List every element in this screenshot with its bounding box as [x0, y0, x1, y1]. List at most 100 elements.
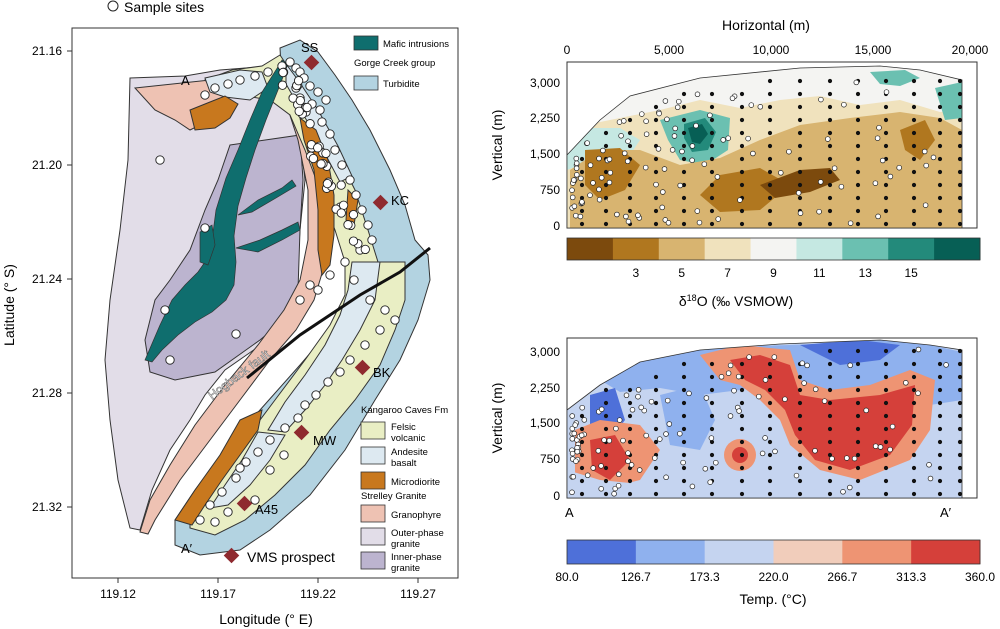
vms-legend-icon	[223, 547, 240, 564]
model-node	[739, 104, 745, 110]
sample-point	[570, 474, 577, 480]
model-node	[603, 182, 609, 188]
oxygen-y-tick: 0	[553, 219, 560, 233]
sample-site-marker	[317, 117, 327, 127]
model-node	[627, 426, 633, 432]
oxygen-y-tick: 2,250	[530, 111, 560, 125]
sample-site-marker	[315, 105, 325, 115]
model-node	[579, 452, 585, 458]
sample-point	[569, 425, 576, 432]
model-node	[883, 348, 889, 354]
model-node	[709, 182, 715, 188]
sample-point	[708, 435, 715, 441]
colorbar-tick-label: 5	[678, 266, 685, 280]
sample-site-marker	[313, 87, 323, 97]
legend-label-outer-1: Outer-phase	[391, 528, 444, 539]
legend-swatch-microdiorite	[360, 471, 386, 490]
oxygen-colorbar-label: δ18O (‰ VSMOW)	[679, 293, 793, 309]
model-node	[911, 426, 917, 432]
model-node	[855, 452, 861, 458]
prospect-label-a45: A45	[255, 502, 278, 517]
model-node	[911, 221, 917, 227]
legend-label-granophyre: Granophyre	[391, 510, 441, 521]
model-node	[827, 426, 833, 432]
model-node	[653, 104, 659, 110]
sample-point	[577, 213, 584, 220]
sample-site-marker	[330, 145, 340, 155]
map-y-axis-label: Latitude (° S)	[1, 264, 17, 346]
sample-point	[762, 435, 768, 441]
model-node	[709, 156, 715, 162]
sample-point	[847, 362, 853, 369]
horizontal-tick: 10,000	[753, 43, 790, 57]
model-node	[855, 491, 861, 497]
legend-label-turbidite: Turbidite	[383, 79, 420, 90]
sample-point	[662, 98, 669, 104]
sample-point	[812, 448, 818, 454]
sample-point	[818, 96, 824, 103]
model-node	[827, 143, 833, 149]
colorbar-frame	[566, 237, 981, 261]
sample-site-marker	[390, 315, 400, 325]
sample-site-marker	[336, 208, 346, 218]
sample-point	[598, 175, 605, 181]
microdiorite-south	[174, 409, 263, 526]
section-end-label: A′	[181, 541, 193, 556]
model-node	[681, 156, 687, 162]
map-y-axis: 21.16 21.20 21.24 21.28 21.32 Latitude (…	[1, 44, 72, 514]
model-node	[957, 491, 963, 497]
sample-point	[653, 181, 659, 188]
horizontal-tick: 0	[564, 43, 571, 57]
model-node	[883, 78, 889, 84]
model-node	[855, 439, 861, 445]
sample-point	[838, 183, 845, 190]
sample-point	[927, 475, 934, 482]
legend-label-inner-2: granite	[391, 563, 420, 574]
temperature-y-tick: 2,250	[530, 381, 560, 395]
model-node	[739, 452, 745, 458]
model-node	[767, 361, 773, 367]
prospect-label-bk: BK	[373, 365, 391, 380]
contour-teal-top	[870, 70, 920, 86]
model-node	[767, 91, 773, 97]
sample-point	[569, 413, 575, 419]
model-node	[653, 465, 659, 471]
sample-site-marker	[263, 67, 273, 77]
sample-point	[875, 213, 881, 220]
legend-swatch-granophyre	[360, 504, 386, 523]
model-node	[883, 182, 889, 188]
horizontal-tick: 20,000	[952, 43, 989, 57]
sample-point	[889, 423, 896, 430]
sample-site-marker	[348, 236, 359, 246]
sample-site-marker	[235, 75, 245, 85]
sample-point	[618, 133, 624, 139]
sample-point	[750, 150, 756, 157]
model-node	[937, 104, 943, 110]
model-node	[653, 156, 659, 162]
model-node	[855, 478, 861, 484]
sample-point	[847, 484, 853, 491]
model-node	[767, 156, 773, 162]
sample-site-marker	[322, 178, 333, 189]
model-node	[681, 374, 687, 380]
model-node	[911, 156, 917, 162]
model-node	[579, 208, 585, 214]
model-node	[767, 221, 773, 227]
model-node	[797, 195, 803, 201]
sample-point	[831, 165, 838, 171]
colorbar-swatch	[842, 540, 912, 564]
model-node	[627, 439, 633, 445]
temperature-y-axis-label: Vertical (m)	[489, 383, 505, 454]
sample-site-marker	[380, 305, 390, 315]
oxygen-unit-text: O (‰ VSMOW)	[697, 293, 793, 309]
model-node	[739, 208, 745, 214]
sample-point	[676, 98, 682, 105]
sample-site-marker	[325, 270, 335, 280]
sample-point	[872, 443, 879, 449]
model-node	[957, 130, 963, 136]
legend-label-mafic: Mafic intrusions	[383, 39, 449, 50]
model-node	[653, 491, 659, 497]
map-x-tick: 119.17	[200, 587, 236, 601]
hogback-fault-line	[246, 246, 431, 380]
sample-site-marker	[293, 76, 304, 86]
